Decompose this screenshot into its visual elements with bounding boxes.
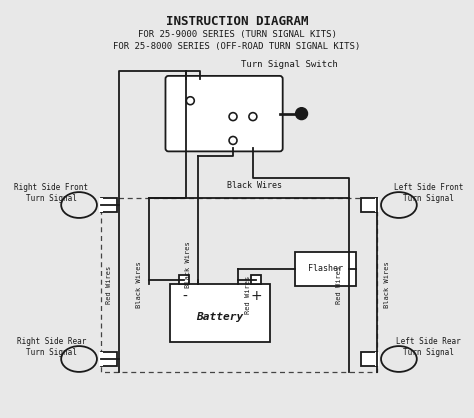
Text: Red Wires: Red Wires bbox=[245, 275, 251, 314]
Text: Flasher: Flasher bbox=[308, 264, 343, 273]
FancyBboxPatch shape bbox=[295, 252, 356, 286]
Text: Turn Signal: Turn Signal bbox=[403, 194, 454, 203]
FancyBboxPatch shape bbox=[99, 352, 103, 366]
FancyBboxPatch shape bbox=[375, 352, 379, 366]
Text: Turn Signal: Turn Signal bbox=[403, 347, 454, 357]
Text: Left Side Rear: Left Side Rear bbox=[396, 336, 461, 346]
FancyBboxPatch shape bbox=[99, 198, 103, 212]
Text: FOR 25-9000 SERIES (TURN SIGNAL KITS): FOR 25-9000 SERIES (TURN SIGNAL KITS) bbox=[137, 30, 337, 39]
Text: Turn Signal Switch: Turn Signal Switch bbox=[241, 60, 338, 69]
FancyBboxPatch shape bbox=[101, 352, 117, 366]
Text: Red Wires: Red Wires bbox=[106, 265, 112, 303]
Text: FOR 25-8000 SERIES (OFF-ROAD TURN SIGNAL KITS): FOR 25-8000 SERIES (OFF-ROAD TURN SIGNAL… bbox=[113, 42, 361, 51]
Text: Turn Signal: Turn Signal bbox=[26, 347, 77, 357]
Text: Turn Signal: Turn Signal bbox=[26, 194, 77, 203]
Text: Black Wires: Black Wires bbox=[228, 181, 283, 190]
FancyBboxPatch shape bbox=[375, 198, 379, 212]
Text: -: - bbox=[182, 289, 187, 303]
FancyBboxPatch shape bbox=[361, 198, 377, 212]
FancyBboxPatch shape bbox=[361, 352, 377, 366]
Text: INSTRUCTION DIAGRAM: INSTRUCTION DIAGRAM bbox=[166, 15, 308, 28]
Text: Black Wires: Black Wires bbox=[384, 261, 390, 308]
Text: Right Side Rear: Right Side Rear bbox=[17, 336, 86, 346]
Text: Left Side Front: Left Side Front bbox=[394, 183, 464, 191]
FancyBboxPatch shape bbox=[101, 198, 117, 212]
FancyBboxPatch shape bbox=[165, 76, 283, 151]
Text: +: + bbox=[250, 289, 262, 303]
FancyBboxPatch shape bbox=[171, 285, 270, 342]
Text: Black Wires: Black Wires bbox=[136, 261, 142, 308]
FancyBboxPatch shape bbox=[251, 275, 261, 285]
Circle shape bbox=[296, 108, 308, 120]
Text: Red Wires: Red Wires bbox=[337, 265, 342, 303]
Text: Right Side Front: Right Side Front bbox=[14, 183, 88, 191]
Text: Battery: Battery bbox=[197, 312, 244, 322]
Text: Black Wires: Black Wires bbox=[185, 241, 191, 288]
FancyBboxPatch shape bbox=[179, 275, 189, 285]
